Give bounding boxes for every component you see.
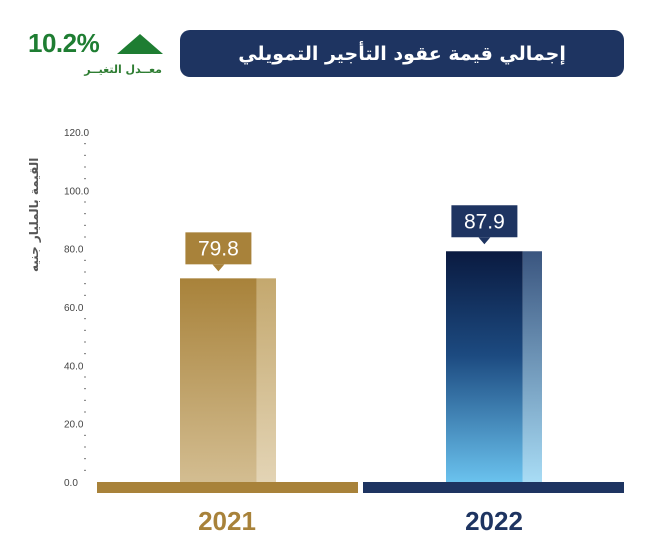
baseline-2022 xyxy=(363,482,624,493)
data-label-2021: 79.8 xyxy=(198,237,239,260)
x-tick-label-2022: 2022 xyxy=(465,506,523,536)
bar-side-2022 xyxy=(522,251,542,482)
data-label-pointer-2021 xyxy=(212,264,225,272)
change-value: 10.2% xyxy=(28,28,100,58)
y-tick-label: 100.0 xyxy=(64,186,89,197)
y-tick-label: 0.0 xyxy=(64,478,78,489)
data-label-pointer-2022 xyxy=(478,237,491,245)
chart-title: إجمالي قيمة عقود التأجير التمويلي xyxy=(180,30,624,77)
data-label-2022: 87.9 xyxy=(464,210,505,233)
bar-side-2021 xyxy=(256,278,276,482)
y-tick-label: 80.0 xyxy=(64,245,84,256)
y-tick-label: 60.0 xyxy=(64,303,84,314)
change-label: معــدل التغيــر xyxy=(84,63,162,76)
up-arrow-icon xyxy=(117,34,163,54)
bar-2021 xyxy=(180,278,257,482)
change-indicator: 10.2% معــدل التغيــر xyxy=(28,26,168,82)
y-tick-label: 20.0 xyxy=(64,420,84,431)
data-label-box-2022 xyxy=(451,205,518,238)
y-tick-label: 120.0 xyxy=(64,128,89,139)
bar-2022 xyxy=(446,251,523,482)
x-tick-label-2021: 2021 xyxy=(198,506,256,536)
baseline-2021 xyxy=(97,482,358,493)
data-label-box-2021 xyxy=(185,232,252,265)
y-tick-label: 40.0 xyxy=(64,361,84,372)
